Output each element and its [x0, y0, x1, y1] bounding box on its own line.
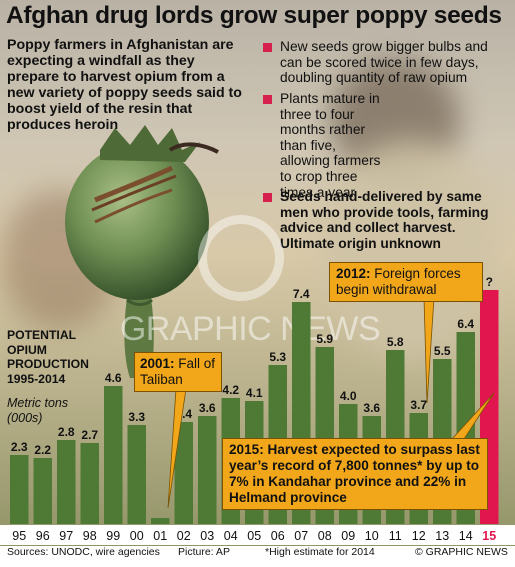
bar-value-label: 2.7	[81, 428, 98, 442]
bullet-item: Seeds hand-delivered by same men who pro…	[263, 189, 503, 251]
chart-title: POTENTIAL OPIUM PRODUCTION 1995-2014	[7, 328, 89, 386]
category-label: 09	[341, 529, 355, 543]
bar	[57, 440, 76, 524]
category-label: 13	[435, 529, 449, 543]
bar-value-label: 2.3	[11, 440, 28, 454]
bar	[127, 425, 146, 524]
bar-value-label: ?	[486, 275, 493, 289]
bar-value-label: 3.3	[128, 410, 145, 424]
bullet-item: New seeds grow bigger bulbs and can be s…	[263, 39, 503, 86]
category-label: 12	[412, 529, 426, 543]
callout-2012-year: 2012:	[336, 266, 371, 281]
callout-2001-year: 2001:	[140, 356, 175, 371]
bullet-text: Seeds hand-delivered by same men who pro…	[280, 189, 489, 251]
callout-2015: 2015: Harvest expected to surpass last y…	[222, 438, 488, 510]
bullet-text: Plants mature in three to four months ra…	[280, 91, 381, 200]
category-label: 10	[365, 529, 379, 543]
bar-value-label: 2.2	[34, 443, 51, 457]
watermark-text: GRAPHIC NEWS	[119, 310, 381, 348]
category-label: 99	[106, 529, 120, 543]
copyright: © GRAPHIC NEWS	[415, 546, 508, 558]
category-label: 15	[482, 529, 496, 543]
bar-value-label: 5.5	[434, 344, 451, 358]
bar-value-label: 4.6	[105, 371, 122, 385]
bar-value-label: 6.4	[457, 317, 474, 331]
bar	[80, 443, 99, 524]
category-label: 00	[130, 529, 144, 543]
bullet-text: New seeds grow bigger bulbs and can be s…	[280, 39, 488, 86]
category-label: 04	[224, 529, 238, 543]
bar-value-label: 2.8	[58, 425, 75, 439]
bullet-square-icon	[263, 193, 272, 202]
bar	[33, 458, 52, 524]
category-label: 11	[389, 529, 402, 543]
category-label: 03	[200, 529, 214, 543]
callout-2001-text: Fall of Taliban	[140, 356, 216, 387]
bar-value-label: 5.3	[269, 350, 286, 364]
footer-strip	[0, 546, 515, 567]
bar	[104, 386, 123, 524]
bar-value-label: 5.8	[387, 335, 404, 349]
bar-value-label: 3.6	[199, 401, 216, 415]
category-label: 05	[247, 529, 261, 543]
bar-value-label: 4.1	[246, 386, 263, 400]
category-label: 06	[271, 529, 285, 543]
footnote: *High estimate for 2014	[265, 546, 375, 558]
photo-background-figure	[320, 140, 500, 360]
category-label: 98	[83, 529, 97, 543]
bar-value-label: 4.2	[222, 383, 239, 397]
bar-value-label: 4.0	[340, 389, 357, 403]
page-title: Afghan drug lords grow super poppy seeds	[6, 2, 502, 29]
category-label: 08	[318, 529, 332, 543]
bar-value-label: 3.7	[410, 398, 427, 412]
bullet-square-icon	[263, 43, 272, 52]
bar	[151, 518, 170, 524]
bar-value-label: 5.9	[316, 332, 333, 346]
bar-value-label: 7.4	[293, 287, 310, 301]
bar	[10, 455, 29, 524]
callout-2012-text: Foreign forces begin withdrawal	[336, 266, 461, 297]
category-label: 02	[177, 529, 191, 543]
picture-credit: Picture: AP	[178, 546, 230, 558]
callout-2012: 2012: Foreign forces begin withdrawal	[329, 262, 483, 302]
bar-value-label: 3.6	[363, 401, 380, 415]
callout-2012-pointer	[423, 297, 435, 404]
category-label: 14	[459, 529, 473, 543]
intro-text: Poppy farmers in Afghanistan are expecti…	[7, 37, 242, 133]
bullet-square-icon	[263, 95, 272, 104]
callout-2015-text: 2015: Harvest expected to surpass last y…	[229, 442, 480, 505]
category-label: 01	[153, 529, 167, 543]
category-strip	[0, 525, 515, 545]
category-label: 07	[294, 529, 308, 543]
category-label: 96	[36, 529, 50, 543]
callout-2001: 2001: Fall of Taliban	[134, 352, 222, 392]
bar	[174, 422, 193, 524]
sources-text: Sources: UNODC, wire agencies	[7, 546, 160, 558]
bar	[198, 416, 217, 524]
bullet-item: Plants mature in three to four months ra…	[263, 91, 383, 200]
category-label: 95	[12, 529, 26, 543]
chart-unit: Metric tons (000s)	[7, 396, 69, 425]
watermark-logo	[198, 215, 284, 301]
category-label: 97	[59, 529, 73, 543]
